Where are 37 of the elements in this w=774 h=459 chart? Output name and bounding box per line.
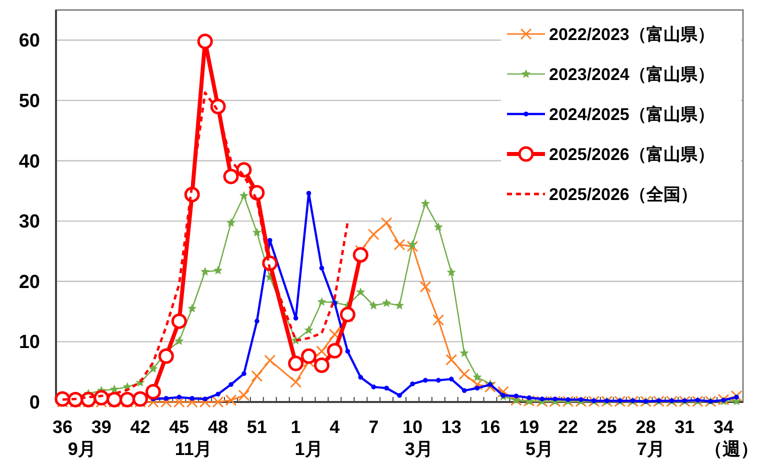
legend-label: 2022/2023（富山県） bbox=[549, 25, 714, 44]
text: 7月 bbox=[636, 439, 665, 459]
x-tick-label: 7 bbox=[368, 417, 379, 437]
x-tick-label: 48 bbox=[208, 417, 228, 437]
text: 1月 bbox=[294, 439, 323, 459]
x-tick-label: 25 bbox=[596, 417, 617, 437]
text: 9月 bbox=[68, 439, 96, 459]
y-tick-label: 60 bbox=[18, 30, 40, 52]
x-tick-label: 28 bbox=[636, 417, 656, 437]
x-tick-label: 45 bbox=[169, 417, 190, 437]
x-tick-label: 34 bbox=[714, 417, 734, 437]
x-tick-label: 22 bbox=[558, 417, 578, 437]
y-tick-label: 30 bbox=[18, 212, 40, 233]
x-axis-title: （週） bbox=[704, 439, 758, 459]
legend-label: 2024/2025（富山県） bbox=[549, 105, 714, 124]
y-tick-label: 50 bbox=[18, 90, 40, 112]
legend-label: 2023/2024（富山県） bbox=[549, 65, 714, 84]
x-tick-label: 31 bbox=[674, 417, 695, 437]
x-tick-label: 51 bbox=[246, 417, 267, 437]
x-tick-label: 42 bbox=[130, 417, 150, 437]
x-tick-label: 13 bbox=[441, 417, 462, 437]
x-tick-label: 16 bbox=[480, 417, 500, 437]
text: 11月 bbox=[174, 439, 212, 459]
x-tick-label: 39 bbox=[91, 417, 112, 437]
y-tick-label: 40 bbox=[18, 151, 40, 172]
x-tick-label: 36 bbox=[52, 417, 72, 437]
x-tick-label: 19 bbox=[519, 417, 540, 437]
legend-label: 2025/2026（全国） bbox=[549, 185, 698, 204]
text: 3月 bbox=[404, 439, 433, 459]
x-tick-label: 4 bbox=[330, 417, 340, 437]
y-tick-label: 20 bbox=[18, 272, 40, 293]
y-tick-label: 0 bbox=[29, 392, 40, 414]
x-tick-label: 1 bbox=[290, 417, 301, 437]
legend-label: 2025/2026（富山県） bbox=[549, 145, 714, 164]
y-tick-label: 10 bbox=[18, 332, 40, 354]
x-tick-label: 10 bbox=[402, 417, 422, 437]
text: 5月 bbox=[525, 439, 554, 459]
